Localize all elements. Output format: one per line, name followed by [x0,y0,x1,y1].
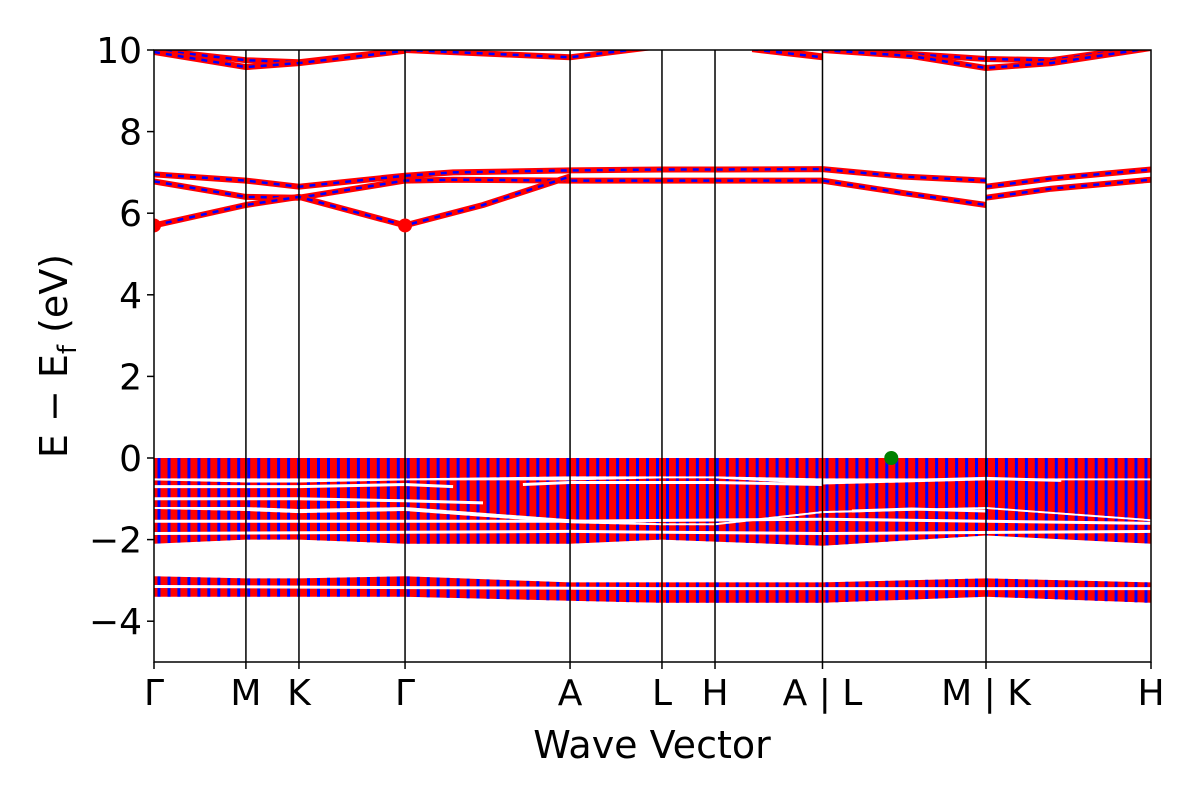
y-tick-label: −2 [89,521,142,562]
x-axis-label: Wave Vector [533,723,771,767]
valence-block-2-spin-down [154,509,1151,546]
valence-block-1-spin-down [154,478,1151,524]
conduction-band-1-spin-down [154,50,406,71]
plot-background [154,50,1151,662]
conduction-band-8-spin-up [985,168,1151,188]
conduction-band-9-spin-up [985,178,1151,199]
valence-gap-3 [851,507,987,513]
conduction-band-6-spin-up [154,178,987,207]
y-tick-label: 8 [119,113,142,154]
y-axis-label-subscript: f [53,344,83,354]
cbm-marker-0 [154,218,161,233]
y-tick-label: 0 [119,439,142,480]
x-tick-label: A [558,673,583,714]
y-tick-label: 4 [119,276,142,317]
x-tick-label: H [1137,673,1164,714]
y-axis-ticks: −4 −2 0 2 4 6 8 10 [89,31,154,643]
y-tick-label: 6 [119,194,142,235]
valence-block-0-spin-down [154,458,1151,479]
y-tick-label: 10 [96,31,142,72]
valence-gap-1 [522,481,823,486]
valence-gap-0 [154,482,454,489]
extrema-markers [154,218,899,465]
conduction-band-0-spin-up [154,50,823,64]
bands-layer [154,50,1151,603]
valence-gap-7 [154,585,1151,591]
cbm-marker-1 [398,218,413,233]
y-tick-label: 2 [119,357,142,398]
x-tick-label: M [230,673,261,714]
kpoint-divider-lines [245,50,987,662]
x-tick-label: K [287,673,312,714]
x-tick-label: L [652,673,672,714]
x-tick-label: H [701,673,728,714]
valence-block-0-outline [154,458,1151,478]
conduction-band-7-spin-up [154,175,571,227]
valence-gap-5 [154,517,1151,525]
x-tick-label: Γ [395,673,415,714]
y-axis-label: E − Ef (eV) [32,254,83,458]
y-tick-label: −4 [89,602,142,643]
vbm-marker-2 [884,451,899,465]
valence-gap-2 [154,497,484,505]
plot-frame [153,49,1152,663]
conduction-band-5-spin-up [154,167,987,188]
y-axis-label-main: E − E [32,354,76,458]
y-axis-label-unit: (eV) [32,254,76,345]
x-tick-label: Γ [144,673,164,714]
x-tick-label: M | K [941,673,1032,714]
valence-gap-6 [154,529,1151,536]
x-tick-label: A | L [783,673,863,714]
